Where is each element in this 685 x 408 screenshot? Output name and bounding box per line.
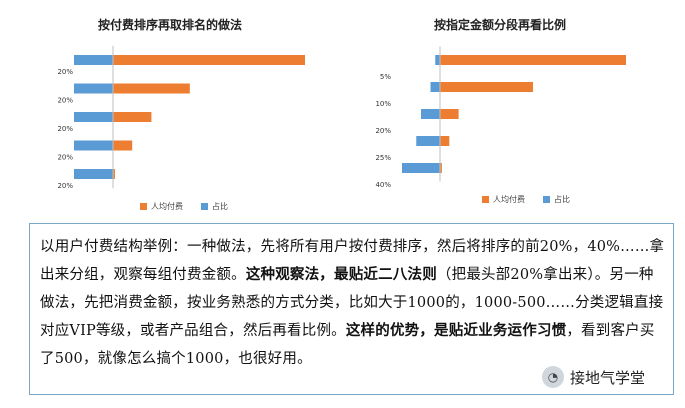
bold-text: 这种观察法，最贴近二八法则: [245, 266, 437, 283]
watermark: ◔ 接地气学堂: [542, 364, 645, 390]
bar-orange: [113, 83, 190, 94]
bar-blue: [435, 55, 440, 65]
legend-label: 占比: [554, 195, 570, 204]
bar-orange: [113, 169, 115, 179]
bar-orange: [113, 55, 305, 65]
body-paragraph: 以用户付费结构举例：一种做法，先将所有用户按付费排序，然后将排序的前20%，40…: [40, 233, 666, 373]
category-label: 20%: [375, 127, 391, 135]
legend-label: 占比: [212, 202, 228, 211]
wechat-icon: ◔: [542, 366, 564, 388]
chart-title: 按付费排序再取排名的做法: [97, 18, 242, 32]
legend-label: 人均付费: [493, 195, 525, 204]
chart-left-plot: 20% 20% 20% 20% 20%: [57, 45, 305, 190]
bar-orange: [440, 82, 533, 92]
legend-swatch: [482, 196, 489, 203]
chart-right-plot: 5% 10% 20% 25% 40%: [375, 46, 626, 189]
text-part: ，看到客户买了500，就像怎么搞个1000，也很好用。: [40, 323, 655, 367]
bold-text: 这样的优势，是贴近业务运作习惯: [345, 322, 567, 339]
bar-orange: [113, 112, 152, 122]
category-label: 10%: [375, 100, 391, 108]
bar-blue: [74, 112, 113, 122]
bar-blue: [74, 169, 113, 179]
bar-orange: [440, 55, 626, 65]
legend-item-blue: 占比: [201, 201, 228, 212]
text-box: 以用户付费结构举例：一种做法，先将所有用户按付费排序，然后将排序的前20%，40…: [29, 223, 674, 395]
chart-left: 按付费排序再取排名的做法 20% 20% 20% 20% 20% 人均付费 占比: [0, 0, 345, 222]
bar-blue: [421, 109, 440, 119]
bar-blue: [74, 140, 113, 151]
category-label: 20%: [57, 97, 73, 105]
legend-swatch: [543, 196, 550, 203]
category-label: 5%: [380, 73, 391, 81]
chart-title: 按指定金额分段再看比例: [433, 18, 566, 32]
category-label: 20%: [57, 125, 73, 133]
bar-orange: [440, 163, 442, 173]
bar-blue: [416, 136, 440, 146]
bar-blue: [74, 55, 113, 65]
text-part: （把最头部20%拿出来）。另一种做法，先把消费金额，按业务熟悉的方式分类，比如大…: [40, 267, 664, 339]
legend-item-orange: 人均付费: [482, 194, 525, 205]
bar-orange: [440, 136, 450, 146]
bar-blue: [74, 83, 113, 94]
legend-swatch: [140, 203, 147, 210]
chart-right: 按指定金额分段再看比例 5% 10% 20% 25% 40% 人均付费 占比: [345, 0, 685, 222]
legend-item-orange: 人均付费: [140, 201, 183, 212]
legend-swatch: [201, 203, 208, 210]
category-label: 20%: [57, 182, 73, 190]
category-label: 25%: [375, 154, 391, 162]
text-part: 以用户付费结构举例：一种做法，先将所有用户按付费排序，然后将排序的前20%，40…: [40, 239, 665, 283]
category-label: 20%: [57, 68, 73, 76]
category-label: 20%: [57, 154, 73, 162]
bar-blue: [402, 163, 440, 173]
bar-orange: [440, 109, 459, 119]
bar-orange: [113, 140, 133, 151]
legend: 人均付费 占比: [140, 201, 246, 212]
legend: 人均付费 占比: [482, 194, 588, 205]
legend-label: 人均付费: [151, 202, 183, 211]
category-label: 40%: [375, 181, 391, 189]
legend-item-blue: 占比: [543, 194, 570, 205]
watermark-text: 接地气学堂: [570, 368, 646, 387]
bar-blue: [430, 82, 440, 92]
